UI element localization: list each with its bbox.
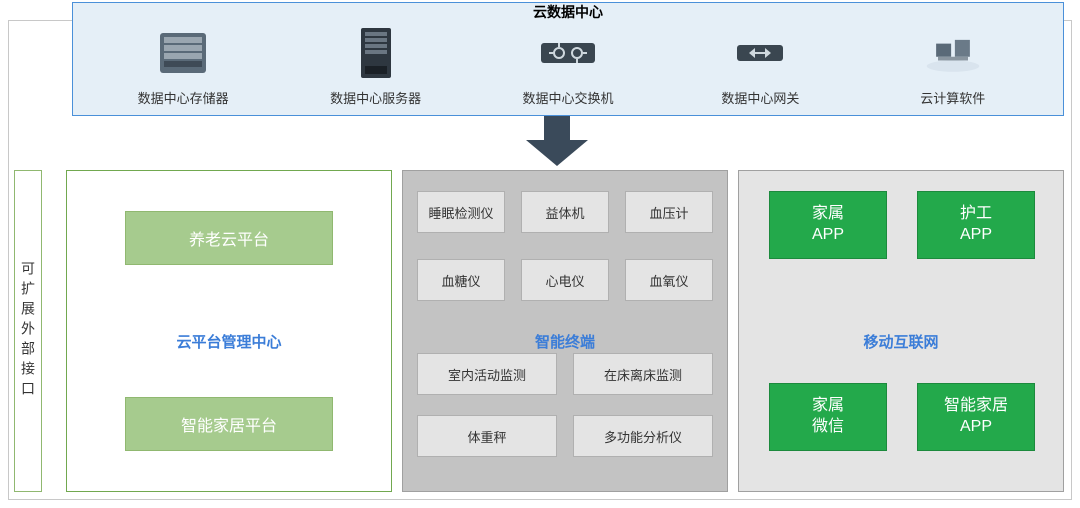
datacenter-item-label: 数据中心交换机 [522, 88, 613, 107]
terminal-box: 血压计 [625, 191, 713, 233]
ext-interface-bar: 可扩展外部接口 [14, 170, 42, 492]
ext-interface-label: 可扩展外部接口 [18, 261, 38, 401]
datacenter-item: 数据中心服务器 [291, 26, 461, 107]
app-box: 家属微信 [769, 383, 887, 451]
datacenter-item: 数据中心网关 [675, 26, 845, 107]
down-arrow-icon [526, 116, 588, 166]
datacenter-item: 云计算软件 [868, 26, 1038, 107]
switch-icon [538, 26, 598, 80]
mobile-internet-panel: 移动互联网 家属APP 护工APP 家属微信智能家居APP [738, 170, 1064, 492]
datacenter-item: 数据中心存储器 [98, 26, 268, 107]
cloud-platform-panel: 云平台管理中心 养老云平台智能家居平台 [66, 170, 392, 492]
terminal-box: 益体机 [521, 191, 609, 233]
app-box: 智能家居APP [917, 383, 1035, 451]
terminal-box: 血糖仪 [417, 259, 505, 301]
cloud-platform-title: 云平台管理中心 [67, 331, 391, 352]
storage-icon [153, 26, 213, 80]
smart-terminal-panel: 智能终端 睡眠检测仪益体机血压计血糖仪心电仪血氧仪室内活动监测在床离床监测体重秤… [402, 170, 728, 492]
mobile-internet-title: 移动互联网 [739, 331, 1063, 352]
datacenter-items: 数据中心存储器 数据中心服务器 数据中心交换机 数据中心网关 云计算软件 [73, 21, 1063, 115]
terminal-box: 体重秤 [417, 415, 557, 457]
datacenter-item-label: 云计算软件 [920, 88, 985, 107]
datacenter-panel: 云数据中心 数据中心存储器 数据中心服务器 数据中心交换机 数据中心网关 云计算软件 [72, 2, 1064, 116]
terminal-box: 室内活动监测 [417, 353, 557, 395]
cloudsoft-icon [923, 26, 983, 80]
datacenter-item-label: 数据中心网关 [721, 88, 799, 107]
terminal-box: 血氧仪 [625, 259, 713, 301]
terminal-box: 在床离床监测 [573, 353, 713, 395]
platform-box: 智能家居平台 [125, 397, 333, 451]
platform-box: 养老云平台 [125, 211, 333, 265]
smart-terminal-title: 智能终端 [403, 331, 727, 352]
app-box: 护工APP [917, 191, 1035, 259]
datacenter-item-label: 数据中心服务器 [330, 88, 421, 107]
datacenter-item: 数据中心交换机 [483, 26, 653, 107]
app-box: 家属APP [769, 191, 887, 259]
terminal-box: 多功能分析仪 [573, 415, 713, 457]
datacenter-title: 云数据中心 [73, 2, 1063, 22]
datacenter-item-label: 数据中心存储器 [138, 88, 229, 107]
terminal-box: 心电仪 [521, 259, 609, 301]
terminal-box: 睡眠检测仪 [417, 191, 505, 233]
server-icon [346, 26, 406, 80]
gateway-icon [730, 26, 790, 80]
